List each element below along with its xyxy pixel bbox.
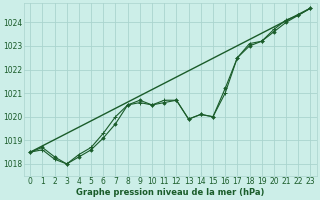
- X-axis label: Graphe pression niveau de la mer (hPa): Graphe pression niveau de la mer (hPa): [76, 188, 265, 197]
